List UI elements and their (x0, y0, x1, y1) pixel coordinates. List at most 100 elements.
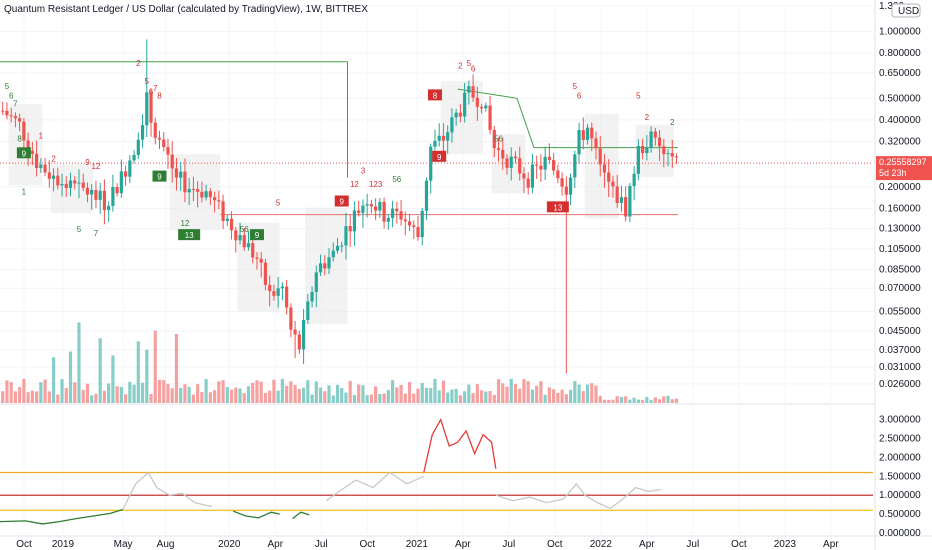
candle-body (335, 245, 340, 251)
candle-body (437, 135, 441, 141)
volume-bars (1, 322, 679, 403)
candle-body (352, 210, 357, 232)
price-axis[interactable]: 1.3001.0000000.8000000.6500000.5000000.4… (879, 1, 921, 539)
osc-line-green-segment (232, 510, 280, 519)
candle-body (263, 262, 268, 285)
candle-body (98, 190, 102, 200)
candle-body (543, 156, 547, 170)
td-count-label: 56 (392, 175, 401, 184)
td-count-label: 5 (636, 91, 641, 100)
candle-body (403, 219, 407, 222)
volume-bar (416, 388, 420, 403)
candle-body (611, 181, 615, 187)
candle-body (64, 183, 68, 188)
chart-title: Quantum Resistant Ledger / US Dollar (ca… (4, 4, 368, 15)
td-count-label: 56 (494, 134, 503, 143)
td-count-label: 1 (39, 131, 44, 140)
candle-body (30, 150, 34, 154)
osc-line-green-segment (292, 511, 310, 520)
td-count-label: 2 (645, 113, 650, 122)
volume-bar (225, 387, 229, 403)
volume-bar (43, 379, 47, 403)
candle-body (123, 171, 128, 177)
td-count-label: 5 (77, 225, 82, 234)
candle-body (441, 135, 446, 141)
td-count-label: 8 (433, 91, 438, 100)
candle-body (90, 189, 94, 195)
candle-body (162, 139, 166, 148)
candle-body (560, 178, 564, 187)
candle-body (128, 160, 132, 177)
price-tick-label: 0.320000 (879, 136, 921, 147)
osc-tick-label: 0.000000 (879, 528, 921, 539)
candle-body (522, 173, 526, 179)
candle-body (132, 154, 136, 161)
volume-bar (602, 399, 607, 403)
candle-body (412, 225, 416, 228)
volume-bar (259, 381, 263, 403)
candle-body (268, 284, 272, 292)
candle-body (492, 129, 496, 149)
td-count-label: 9 (157, 173, 162, 182)
volume-bar (556, 392, 560, 403)
volume-bar (344, 392, 348, 403)
volume-bar (357, 384, 361, 403)
candle-body (530, 164, 535, 188)
candle-body (590, 127, 594, 139)
price-tick-label: 0.500000 (879, 93, 921, 104)
candle-body (18, 118, 22, 122)
volume-bar (268, 390, 272, 403)
time-tick-label: Oct (547, 539, 563, 550)
td-count-box (427, 89, 442, 101)
candle-body (615, 186, 619, 204)
volume-bar (577, 384, 581, 403)
td-count-label: 8 (157, 91, 162, 100)
volume-bar (662, 396, 666, 403)
volume-bar (51, 357, 56, 403)
volume-bar (200, 391, 204, 403)
osc-line-red-segment (423, 417, 497, 473)
volume-bar (170, 388, 174, 403)
volume-bar (255, 380, 259, 403)
candle-body (111, 186, 115, 206)
time-tick-label: Jul (502, 539, 515, 550)
candle-body (310, 291, 314, 302)
price-tick-label: 0.070000 (879, 283, 921, 294)
volume-bar (306, 380, 310, 403)
td-count-label: 5 (467, 59, 472, 68)
volume-bar (657, 399, 662, 403)
volume-bar (581, 391, 585, 403)
volume-bar (378, 394, 382, 403)
volume-bar (212, 390, 217, 403)
candle-body (484, 105, 488, 109)
volume-bar (128, 381, 132, 403)
candle-body (251, 243, 255, 258)
candle-body (179, 171, 183, 178)
volume-bar (221, 380, 225, 403)
volume-bar (85, 383, 90, 403)
candle-body (331, 250, 335, 258)
candle-body (60, 183, 64, 186)
candle-body (505, 158, 509, 168)
candle-body (479, 106, 484, 109)
time-axis[interactable]: Oct 2019 May Aug 2020 Apr Jul Oct 2021 Apr Jul Oct 2… (16, 539, 839, 550)
td-count-box (249, 229, 264, 241)
volume-bar (530, 389, 535, 403)
osc-tick-label: 2.000000 (879, 452, 921, 463)
candle-body (51, 175, 56, 179)
candle-body (200, 191, 204, 198)
td-count-label: 2 (458, 62, 463, 71)
candle-body (467, 86, 471, 93)
candle-body (259, 258, 263, 263)
candle-body (518, 158, 522, 174)
volume-bar (386, 390, 390, 403)
td-count-label: 9 (437, 153, 442, 162)
currency-badge[interactable]: USD (891, 3, 921, 18)
volume-bar (234, 387, 238, 403)
candle-body (526, 178, 530, 188)
candle-body (369, 204, 373, 207)
candle-body (26, 140, 30, 151)
volume-bar (674, 398, 679, 403)
